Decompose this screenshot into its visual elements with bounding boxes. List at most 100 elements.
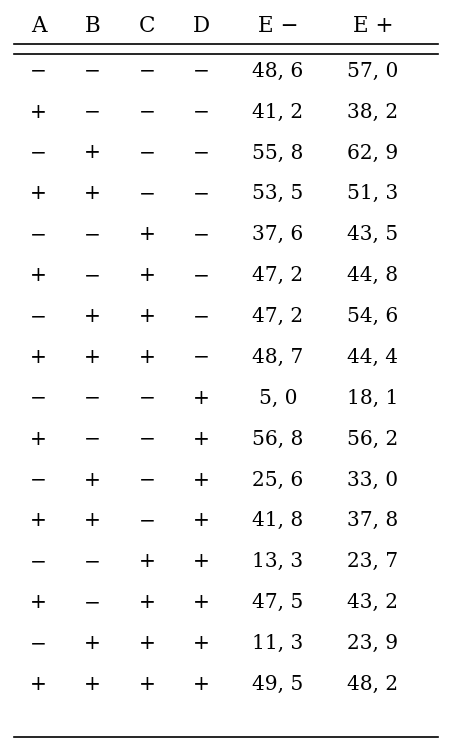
Text: −: − [138, 103, 155, 122]
Text: 47, 5: 47, 5 [252, 593, 303, 612]
Text: −: − [84, 593, 101, 612]
Text: +: + [84, 634, 101, 653]
Text: +: + [192, 675, 209, 694]
Text: 48, 2: 48, 2 [346, 675, 398, 694]
Text: −: − [138, 62, 155, 81]
Text: +: + [30, 430, 47, 448]
Text: 37, 6: 37, 6 [252, 225, 303, 245]
Text: +: + [138, 593, 155, 612]
Text: +: + [192, 634, 209, 653]
Text: +: + [192, 470, 209, 490]
Text: +: + [84, 675, 101, 694]
Text: −: − [192, 62, 209, 81]
Text: E +: E + [352, 15, 392, 38]
Text: +: + [138, 225, 155, 245]
Text: −: − [138, 143, 155, 163]
Text: +: + [84, 470, 101, 490]
Text: +: + [138, 634, 155, 653]
Text: +: + [30, 512, 47, 530]
Text: −: − [192, 348, 209, 367]
Text: 47, 2: 47, 2 [252, 266, 303, 285]
Text: −: − [138, 184, 155, 203]
Text: −: − [192, 184, 209, 203]
Text: −: − [192, 103, 209, 122]
Text: −: − [30, 634, 47, 653]
Text: E −: E − [257, 15, 298, 38]
Text: +: + [84, 307, 101, 326]
Text: −: − [30, 62, 47, 81]
Text: +: + [192, 430, 209, 448]
Text: +: + [30, 593, 47, 612]
Text: −: − [84, 552, 101, 572]
Text: 57, 0: 57, 0 [346, 62, 398, 81]
Text: A: A [31, 15, 46, 38]
Text: 43, 5: 43, 5 [346, 225, 398, 245]
Text: 56, 2: 56, 2 [346, 430, 398, 448]
Text: +: + [138, 675, 155, 694]
Text: +: + [30, 348, 47, 367]
Text: +: + [30, 184, 47, 203]
Text: 54, 6: 54, 6 [346, 307, 398, 326]
Text: +: + [138, 348, 155, 367]
Text: +: + [138, 552, 155, 572]
Text: 48, 7: 48, 7 [252, 348, 303, 367]
Text: −: − [30, 552, 47, 572]
Text: 38, 2: 38, 2 [346, 103, 398, 122]
Text: 23, 9: 23, 9 [346, 634, 398, 653]
Text: +: + [138, 266, 155, 285]
Text: 62, 9: 62, 9 [346, 143, 398, 163]
Text: −: − [138, 512, 155, 530]
Text: −: − [84, 225, 101, 245]
Text: 44, 8: 44, 8 [346, 266, 398, 285]
Text: 49, 5: 49, 5 [252, 675, 303, 694]
Text: +: + [30, 266, 47, 285]
Text: C: C [138, 15, 155, 38]
Text: −: − [84, 266, 101, 285]
Text: −: − [84, 430, 101, 448]
Text: +: + [30, 675, 47, 694]
Text: −: − [84, 103, 101, 122]
Text: 44, 4: 44, 4 [347, 348, 397, 367]
Text: +: + [84, 348, 101, 367]
Text: 18, 1: 18, 1 [346, 388, 398, 408]
Text: −: − [84, 388, 101, 408]
Text: −: − [138, 388, 155, 408]
Text: 47, 2: 47, 2 [252, 307, 303, 326]
Text: 5, 0: 5, 0 [258, 388, 297, 408]
Text: +: + [138, 307, 155, 326]
Text: D: D [192, 15, 209, 38]
Text: −: − [192, 225, 209, 245]
Text: −: − [138, 470, 155, 490]
Text: B: B [85, 15, 100, 38]
Text: 55, 8: 55, 8 [252, 143, 303, 163]
Text: +: + [30, 103, 47, 122]
Text: +: + [84, 512, 101, 530]
Text: 41, 8: 41, 8 [252, 512, 303, 530]
Text: +: + [192, 552, 209, 572]
Text: −: − [30, 143, 47, 163]
Text: 41, 2: 41, 2 [252, 103, 303, 122]
Text: −: − [192, 266, 209, 285]
Text: −: − [30, 388, 47, 408]
Text: −: − [30, 307, 47, 326]
Text: +: + [192, 512, 209, 530]
Text: −: − [30, 470, 47, 490]
Text: 51, 3: 51, 3 [346, 184, 398, 203]
Text: 37, 8: 37, 8 [346, 512, 398, 530]
Text: −: − [138, 430, 155, 448]
Text: −: − [192, 307, 209, 326]
Text: 33, 0: 33, 0 [346, 470, 398, 490]
Text: +: + [84, 184, 101, 203]
Text: −: − [30, 225, 47, 245]
Text: 11, 3: 11, 3 [252, 634, 303, 653]
Text: 53, 5: 53, 5 [252, 184, 303, 203]
Text: +: + [192, 593, 209, 612]
Text: 43, 2: 43, 2 [347, 593, 397, 612]
Text: 25, 6: 25, 6 [252, 470, 303, 490]
Text: +: + [192, 388, 209, 408]
Text: 23, 7: 23, 7 [346, 552, 398, 572]
Text: 13, 3: 13, 3 [252, 552, 303, 572]
Text: 48, 6: 48, 6 [252, 62, 303, 81]
Text: −: − [192, 143, 209, 163]
Text: +: + [84, 143, 101, 163]
